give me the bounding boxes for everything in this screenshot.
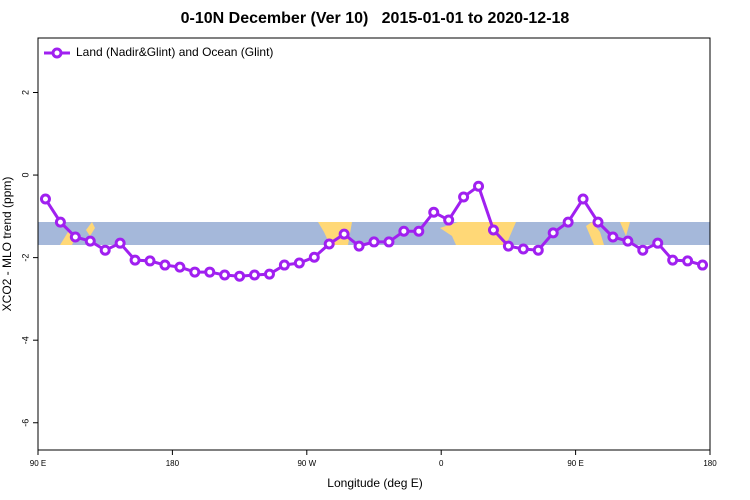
y-tick-label: -2 (20, 254, 30, 262)
x-tick-label: 90 W (297, 459, 316, 468)
data-point (547, 227, 559, 239)
data-point (174, 261, 186, 273)
y-tick-label: -4 (20, 336, 30, 344)
x-tick-label: 0 (439, 459, 444, 468)
data-point (293, 257, 305, 269)
x-tick-label: 90 E (30, 459, 46, 468)
data-point (637, 244, 649, 256)
data-point (263, 268, 275, 280)
legend-label: Land (Nadir&Glint) and Ocean (Glint) (76, 45, 273, 59)
data-point (189, 266, 201, 278)
data-point (577, 193, 589, 205)
chart-title: 0-10N December (Ver 10) 2015-01-01 to 20… (181, 10, 570, 27)
data-point (697, 259, 709, 271)
data-point (338, 228, 350, 240)
data-point (114, 237, 126, 249)
land (620, 222, 630, 236)
data-point (129, 254, 141, 266)
y-axis-label: XCO2 - MLO trend (ppm) (0, 177, 14, 312)
data-point (517, 243, 529, 255)
data-point (99, 244, 111, 256)
x-axis-label: Longitude (deg E) (327, 476, 422, 490)
data-point (428, 206, 440, 218)
data-point (323, 238, 335, 250)
data-point (39, 193, 51, 205)
x-tick-label: 180 (166, 459, 180, 468)
data-point (54, 216, 66, 228)
data-point (69, 231, 81, 243)
legend-marker (51, 47, 63, 59)
data-point (562, 216, 574, 228)
data-point (682, 255, 694, 267)
data-point (204, 266, 216, 278)
y-tick-label: -6 (20, 419, 30, 427)
x-tick-label: 180 (703, 459, 717, 468)
data-point (473, 180, 485, 192)
data-point (353, 240, 365, 252)
data-point (159, 259, 171, 271)
data-point (652, 237, 664, 249)
land (86, 222, 95, 236)
data-point (249, 269, 261, 281)
data-point (502, 240, 514, 252)
data-point (667, 254, 679, 266)
data-point (532, 244, 544, 256)
data-point (592, 216, 604, 228)
data-point (413, 225, 425, 237)
y-tick-label: 2 (20, 90, 30, 95)
data-point (487, 224, 499, 236)
data-point (308, 251, 320, 263)
data-point (458, 191, 470, 203)
data-point (443, 214, 455, 226)
plot-frame (37, 37, 711, 451)
y-tick-label: 0 (20, 173, 30, 178)
data-point (84, 235, 96, 247)
data-point (383, 236, 395, 248)
data-point (219, 269, 231, 281)
data-point (398, 225, 410, 237)
ocean (38, 222, 710, 245)
data-point (234, 270, 246, 282)
data-point (607, 231, 619, 243)
land (586, 222, 604, 245)
data-point (622, 235, 634, 247)
data-point (278, 259, 290, 271)
data-point (144, 255, 156, 267)
data-point (368, 236, 380, 248)
x-tick-label: 90 E (567, 459, 583, 468)
